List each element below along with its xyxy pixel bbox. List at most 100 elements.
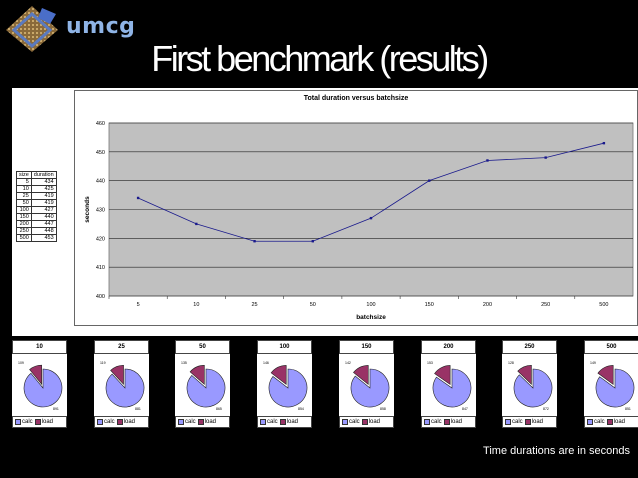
- table-cell: 419: [30, 192, 57, 200]
- pie-slice-load: [353, 365, 369, 386]
- pie-slice-calc: [105, 368, 145, 408]
- table-cell: 425: [30, 185, 57, 193]
- legend-swatch-load: [443, 419, 450, 425]
- line-chart-svg: 400 410 420 430 440 450 460 5 10 25 50 100 150 200 250…: [84, 121, 634, 321]
- data-point: [195, 222, 198, 226]
- table-header-row: size duration: [16, 171, 57, 179]
- pie-title: 250: [502, 340, 557, 354]
- y-tick-label: 420: [96, 236, 105, 242]
- pie-legend: calc load: [175, 416, 230, 428]
- table-row: 100 427: [16, 206, 57, 214]
- pie-svg: 142 858: [345, 361, 390, 411]
- pie-legend: calc load: [257, 416, 312, 428]
- pie-legend: calc load: [94, 416, 149, 428]
- table-cell: 500: [16, 234, 32, 242]
- pie-data-label-calc: 881: [135, 407, 141, 411]
- data-point: [136, 196, 140, 200]
- pie-slice-load: [29, 364, 42, 386]
- pie-chart-50: 50 135 865 calc load: [175, 340, 230, 428]
- pie-legend: calc load: [584, 416, 638, 428]
- legend-swatch-load: [34, 419, 41, 425]
- pie-chart-150: 150 142 858 calc load: [339, 340, 394, 428]
- legend-swatch-load: [279, 419, 286, 425]
- legend-label: load: [286, 419, 299, 425]
- logo-text: umcg: [66, 14, 136, 39]
- table-cell: 5: [16, 178, 32, 186]
- pie-legend: calc load: [12, 416, 67, 428]
- pie-title: 25: [94, 340, 149, 354]
- legend-label: calc: [512, 419, 523, 425]
- data-point: [602, 141, 606, 145]
- x-tick-label: 250: [541, 302, 550, 308]
- legend-swatch-calc: [424, 419, 430, 425]
- y-axis-label: seconds: [84, 196, 91, 223]
- pie-slice-calc: [268, 368, 308, 408]
- data-point: [369, 216, 373, 220]
- legend-swatch-calc: [15, 419, 21, 425]
- pie-data-label-calc: 872: [543, 407, 549, 411]
- legend-swatch-load: [116, 419, 123, 425]
- pie-title: 200: [421, 340, 476, 354]
- line-chart: Total duration versus batchsize 400 410 42…: [74, 90, 638, 326]
- pie-slice-calc: [595, 368, 635, 408]
- pie-data-label-load: 109: [18, 361, 24, 365]
- footer-note: Time durations are in seconds: [483, 445, 630, 457]
- legend-swatch-load: [361, 419, 368, 425]
- x-tick-label: 150: [425, 302, 434, 308]
- legend-label: calc: [349, 419, 360, 425]
- chart-title: Total duration versus batchsize: [303, 95, 409, 102]
- table-row: 50 419: [16, 199, 57, 207]
- legend-label: calc: [185, 419, 196, 425]
- x-tick-label: 200: [483, 302, 492, 308]
- pie-svg: 146 854: [263, 361, 308, 411]
- table-cell: 200: [16, 220, 32, 228]
- pie-data-label-load: 128: [508, 361, 514, 365]
- legend-label: load: [204, 419, 217, 425]
- pie-slice-load: [434, 365, 451, 386]
- legend-label: load: [123, 419, 136, 425]
- pie-slice-load: [270, 365, 287, 386]
- legend-label: load: [531, 419, 544, 425]
- table-cell: 100: [16, 206, 32, 214]
- legend-swatch-load: [524, 419, 531, 425]
- legend-label: load: [368, 419, 381, 425]
- pie-data-label-load: 142: [345, 361, 351, 365]
- pie-svg: 153 847: [427, 361, 472, 411]
- table-cell: 150: [16, 213, 32, 221]
- data-point: [311, 240, 314, 243]
- table-cell: 448: [30, 227, 57, 235]
- umcg-logo-icon: [6, 6, 58, 52]
- legend-label: calc: [267, 419, 278, 425]
- table-cell: 250: [16, 227, 32, 235]
- x-axis-label: batchsize: [356, 314, 386, 321]
- table-cell: 419: [30, 199, 57, 207]
- legend-label: load: [450, 419, 463, 425]
- pie-slice-calc: [513, 368, 553, 408]
- pie-legend: calc load: [421, 416, 476, 428]
- pie-svg: 119 881: [100, 361, 145, 411]
- table-row: 10 425: [16, 185, 57, 193]
- legend-label: calc: [594, 419, 605, 425]
- legend-swatch-calc: [260, 419, 266, 425]
- pie-title: 10: [12, 340, 67, 354]
- table-cell: 427: [30, 206, 57, 214]
- table-cell: 453: [30, 234, 57, 242]
- x-tick-label: 25: [251, 302, 257, 308]
- pie-chart-25: 25 119 881 calc load: [94, 340, 149, 428]
- pie-data-label-load: 153: [427, 361, 433, 365]
- pie-slice-load: [517, 365, 532, 386]
- legend-swatch-load: [606, 419, 613, 425]
- x-tick-label: 500: [599, 302, 608, 308]
- pie-slice-calc: [23, 368, 63, 408]
- pie-title: 150: [339, 340, 394, 354]
- y-tick-label: 460: [96, 121, 105, 127]
- pie-data-label-calc: 858: [380, 407, 386, 411]
- y-tick-label: 400: [96, 294, 105, 300]
- pie-svg: 149 851: [590, 361, 635, 411]
- pie-chart-500: 500 149 851 calc load: [584, 340, 638, 428]
- table-row: 250 448: [16, 227, 57, 235]
- pie-legend: calc load: [339, 416, 394, 428]
- legend-label: calc: [431, 419, 442, 425]
- pie-title: 500: [584, 340, 638, 354]
- y-tick-label: 410: [96, 265, 105, 271]
